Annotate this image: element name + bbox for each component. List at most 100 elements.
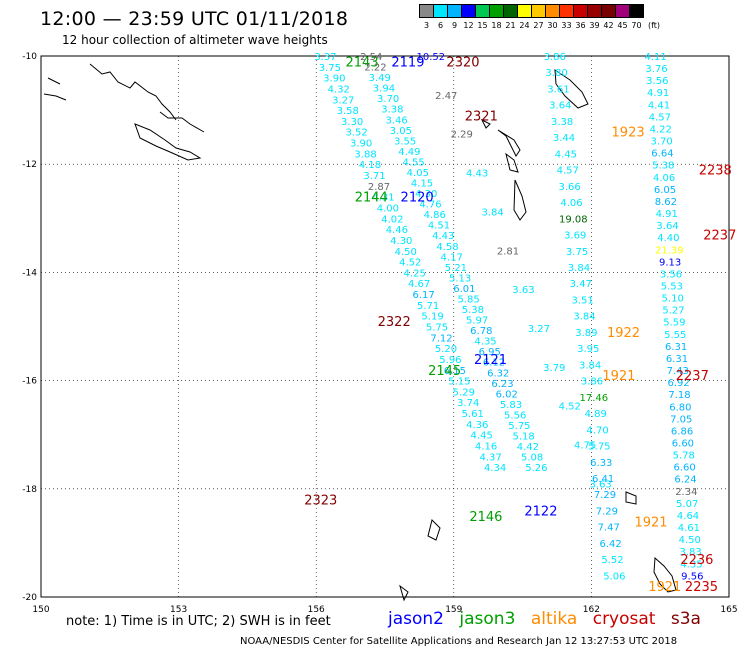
swh-value: 4.58 [436,242,458,253]
legend-label: 27 [533,21,544,30]
swh-value: 4.61 [678,523,700,534]
swh-value: 4.34 [484,463,506,474]
swh-value: 4.15 [411,179,433,190]
solomon-island-5 [554,69,589,109]
swh-value: 4.91 [656,209,678,220]
swh-value: 6.01 [453,284,475,295]
solomon-island-3 [505,152,519,173]
lat-tick-label: -12 [22,160,37,170]
legend-label: 12 [463,21,474,30]
swh-value: 4.86 [424,210,446,221]
swh-value: 5.56 [504,410,526,421]
swh-value: 2.47 [435,91,457,102]
swh-value: 3.27 [332,95,354,106]
lon-tick-label: 156 [308,605,325,615]
swh-value: 3.46 [386,115,408,126]
swh-value: 5.15 [448,377,470,388]
legend-label: 18 [491,21,502,30]
swh-value: 5.20 [435,344,457,355]
swh-value: 4.31 [372,193,394,204]
swh-value: 4.51 [428,221,450,232]
swh-value: 7.05 [670,414,692,425]
swh-value: 19.08 [559,214,588,225]
track-id-label: 1921 [602,369,635,384]
lat-tick-label: -18 [22,485,37,495]
swh-value: 4.25 [404,268,426,279]
swh-value: 5.06 [603,571,625,582]
lat-tick-label: -10 [22,52,37,62]
swh-value: 3.71 [363,171,385,182]
legend-label: 6 [437,21,444,30]
swh-value: 6.60 [672,439,694,450]
track-id-label: 2235 [685,580,718,595]
reef-outline-1 [625,491,637,505]
swh-value: 3.94 [373,84,395,95]
track-2238: 4.113.763.564.914.414.574.223.706.645.38… [644,52,731,582]
axis-labels: 150 153 156 159 162 165 -10 -12 -14 -16 -18 -20 [22,52,737,615]
sat-key-s3a: s3a [670,609,701,629]
swh-value: 2.29 [451,130,473,141]
swh-value: 5.07 [676,499,698,510]
swh-value: 5.75 [426,323,448,334]
swh-value: 3.83 [679,547,701,558]
swh-value: 3.56 [646,76,668,87]
swh-value: 4.49 [398,147,420,158]
swh-value: 5.53 [661,281,683,292]
legend-swatch [629,4,644,18]
lon-tick-label: 165 [720,605,737,615]
swh-value: 3.89 [575,328,597,339]
track-id-label: 2144 [355,191,388,206]
swh-value: 3.44 [553,133,575,144]
legend-labels: 3 6 9 12 15 18 21 24 27 30 33 36 39 42 45 70 (ft) [420,18,665,30]
track-id-label: 1923 [612,126,645,141]
swh-value: 6.95 [479,347,501,358]
swh-value: 3.76 [645,64,667,75]
track-id-label: 2237 [676,369,709,384]
swh-value: 4.02 [381,214,403,225]
swh-value: 6.92 [668,378,690,389]
swh-value: 5.52 [601,555,623,566]
swh-value: 3.64 [549,101,571,112]
swh-value: 5.78 [673,451,695,462]
new-britain-coast [134,123,202,161]
swh-value: 4.00 [377,203,399,214]
swh-value: 3.75 [319,63,341,74]
legend-label: 21 [505,21,516,30]
swh-value: 3.86 [544,52,566,63]
swh-value: 3.55 [394,136,416,147]
swh-value: 5.55 [664,330,686,341]
reef-outline-3 [399,584,409,602]
swh-value: 3.30 [341,117,363,128]
swh-value: 4.70 [586,425,608,436]
swh-value: 3.38 [381,105,403,116]
track-id-label: 2236 [680,553,713,568]
new-guinea-coast [43,63,205,133]
swh-value: 5.75 [508,421,530,432]
swh-value: 3.51 [572,295,594,306]
track-id-label: 2322 [378,315,411,330]
swh-value: 4.52 [399,258,421,269]
swh-value: 5.19 [421,312,443,323]
legend-label: (ft) [647,21,661,30]
reef-outline-2 [427,519,441,541]
swh-value: 3.05 [390,126,412,137]
swh-value: 5.26 [525,463,547,474]
sat-key-cryosat: cryosat [592,609,656,629]
track-id-label: 1921 [648,580,681,595]
swh-value: 4.11 [644,52,666,63]
lon-tick-label: 159 [445,605,462,615]
swh-value: 3.38 [551,117,573,128]
swh-value: 4.57 [557,166,579,177]
swh-value: 4.35 [474,337,496,348]
legend-swatches [419,4,665,18]
swh-value: 3.84 [568,263,590,274]
swh-value: 3.61 [547,84,569,95]
swh-value: 6.17 [412,290,434,301]
swh-value: 6.31 [665,342,687,353]
swh-value: 6.24 [674,475,696,486]
swh-value: 4.91 [647,88,669,99]
swh-value: 3.63 [512,285,534,296]
swh-value: 2.22 [364,63,386,74]
swh-value: 6.86 [671,426,693,437]
